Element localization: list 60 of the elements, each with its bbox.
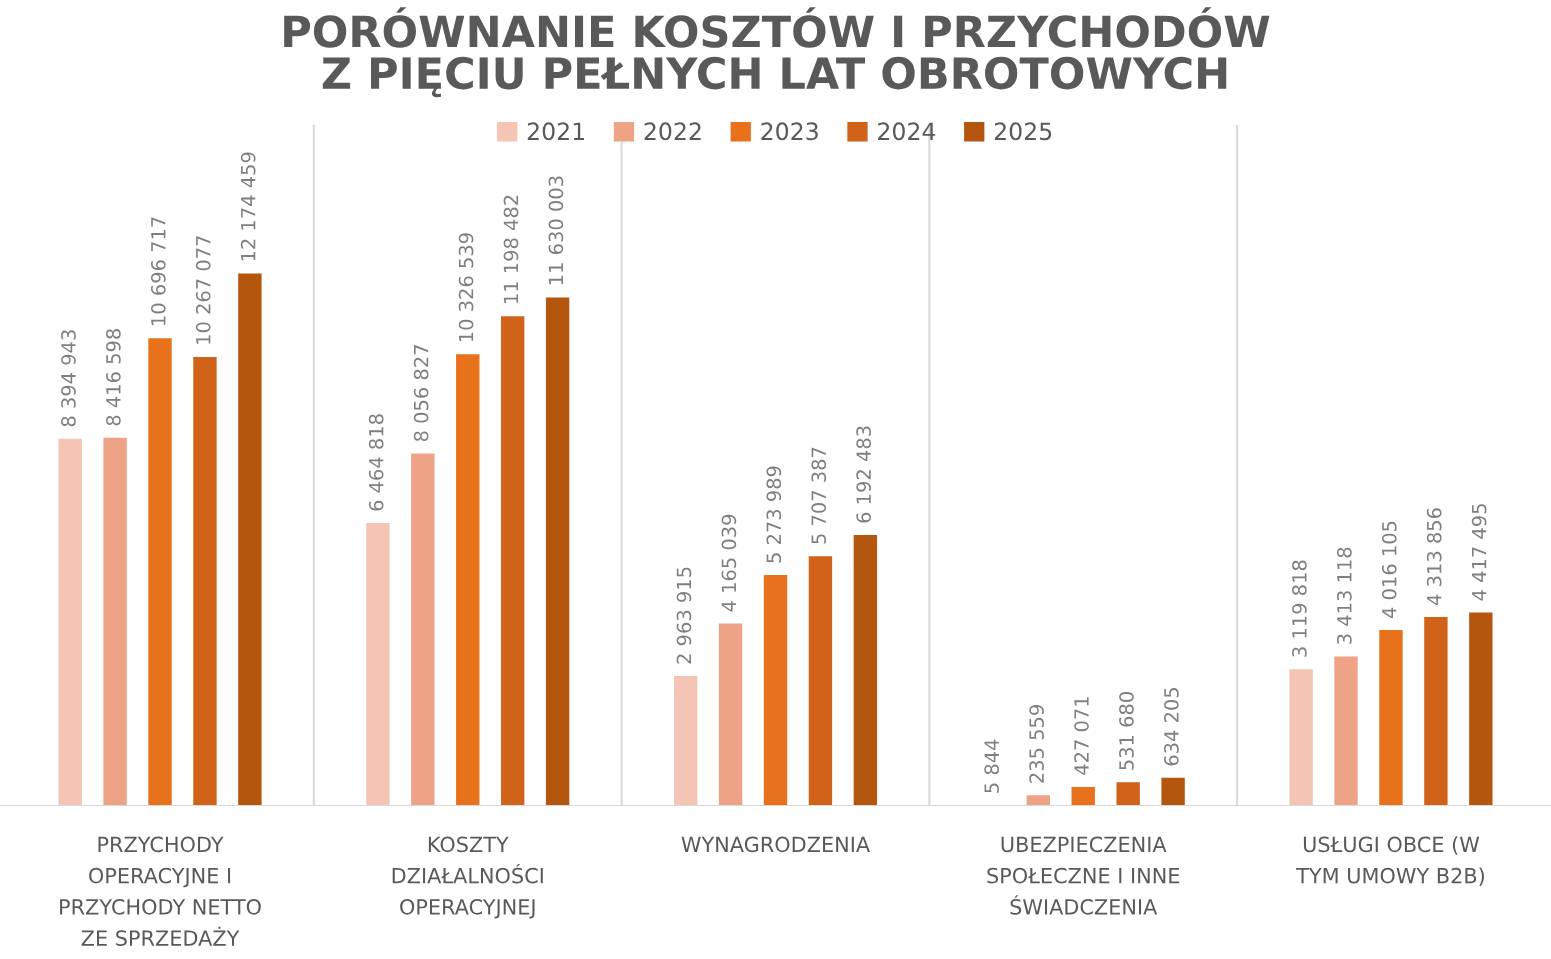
data-label: 5 844 (984, 739, 1000, 793)
x-tick-label: WYNAGRODZENIA (681, 836, 870, 853)
bar (1289, 669, 1313, 806)
data-label: 5 707 387 (811, 447, 827, 544)
bar (1116, 782, 1140, 806)
data-label: 634 205 (1164, 688, 1179, 766)
bar (58, 438, 82, 806)
x-tick-label: KOSZTY DZIAŁALNOŚCI OPERACYJNEJ (392, 836, 543, 919)
bar (103, 437, 127, 806)
data-label: 2 963 915 (676, 567, 692, 664)
bar (808, 556, 833, 806)
x-tick-label: PRZYCHODY OPERACYJNE I PRZYCHODY NETTO ZE SPRZEDAŻY (60, 836, 261, 946)
bar (1161, 777, 1185, 806)
x-tick-label: USŁUGI OBCE (W TYM UMOWY B2B) (1296, 836, 1484, 886)
data-label: 427 071 (1074, 697, 1089, 775)
legend-label: 2024 (878, 122, 936, 141)
bar (1026, 795, 1050, 806)
data-label: 4 016 105 (1381, 521, 1397, 619)
data-label: 11 198 482 (503, 195, 519, 304)
bar (1071, 786, 1095, 806)
bar (1424, 617, 1448, 806)
data-label: 3 119 818 (1292, 560, 1307, 657)
data-label: 10 696 717 (150, 217, 166, 325)
bar (193, 356, 217, 806)
bar (366, 523, 390, 806)
bar (148, 338, 172, 806)
data-label: 8 056 827 (413, 345, 429, 442)
legend-label: 2021 (527, 122, 585, 141)
legend-label: 2023 (761, 122, 818, 141)
legend-label: 2022 (644, 122, 701, 141)
bar (673, 676, 698, 806)
data-label: 5 273 989 (766, 466, 782, 563)
bar (456, 354, 480, 806)
bar (1469, 612, 1493, 806)
data-label: 235 559 (1029, 705, 1044, 783)
data-label: 6 464 818 (368, 414, 384, 511)
data-label: 12 174 459 (240, 152, 256, 261)
data-label: 531 680 (1119, 692, 1134, 770)
data-label: 10 267 077 (195, 236, 211, 344)
x-tick-label: UBEZPIECZENIA SPOŁECZNE I INNE ŚWIADCZENIA (987, 836, 1180, 915)
bar (545, 297, 570, 806)
data-label: 10 326 539 (458, 233, 474, 342)
bar (501, 316, 525, 806)
data-label: 6 192 483 (856, 426, 871, 523)
data-label: 4 165 039 (721, 514, 737, 612)
data-label: 3 413 118 (1336, 547, 1352, 644)
data-label: 4 417 495 (1471, 504, 1487, 601)
bar (411, 453, 435, 806)
data-label: 4 313 856 (1426, 508, 1442, 606)
data-label: 11 630 003 (548, 176, 564, 285)
bar (853, 534, 878, 806)
bar (238, 273, 262, 806)
data-label: 8 416 598 (106, 329, 121, 426)
legend-label: 2025 (994, 122, 1052, 141)
bar (718, 623, 743, 806)
data-label: 8 394 943 (61, 330, 76, 427)
bar (1334, 656, 1358, 806)
chart-title: PORÓWNANIE KOSZTÓW I PRZYCHODÓW Z PIĘCIU PEŁNYCH LAT OBROTOWYCH (284, 7, 1270, 98)
bar (1379, 630, 1403, 806)
bar (763, 575, 788, 806)
